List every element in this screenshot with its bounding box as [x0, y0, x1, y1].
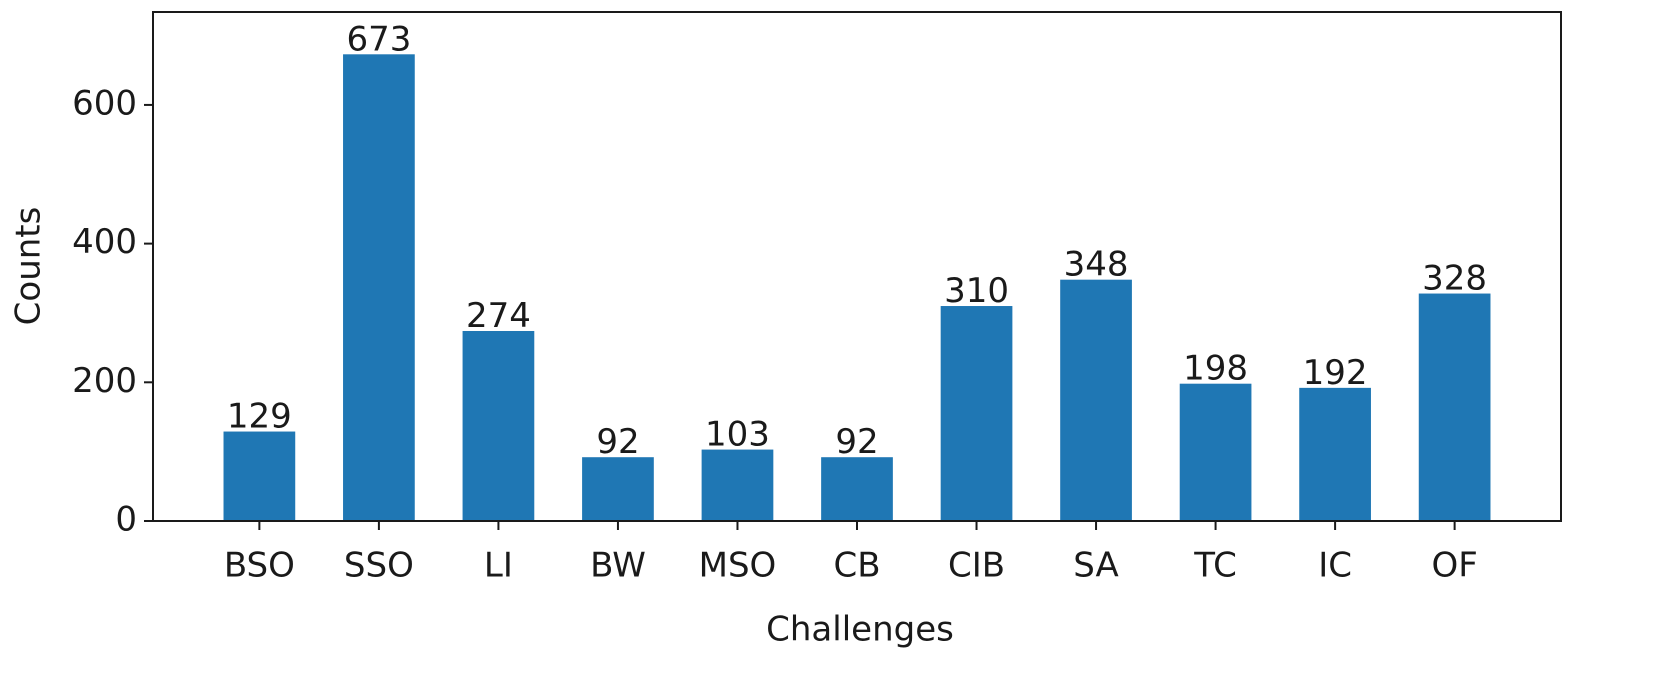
value-label: 192: [1303, 353, 1368, 393]
x-tick-label: TC: [1193, 546, 1237, 586]
x-axis-label: Challenges: [766, 610, 954, 650]
x-tick-label: SSO: [344, 546, 414, 586]
x-tick-label: SA: [1073, 546, 1118, 586]
value-label: 129: [227, 397, 292, 437]
x-tick-label: OF: [1431, 546, 1477, 586]
x-tick-label: BW: [590, 546, 646, 586]
value-label: 92: [835, 422, 878, 462]
value-label: 328: [1422, 259, 1487, 299]
plot-frame: [152, 11, 1562, 522]
value-label: 92: [596, 422, 639, 462]
bar: [1299, 387, 1371, 521]
value-label: 673: [346, 19, 411, 59]
value-label: 310: [944, 271, 1009, 311]
y-tick-label: 0: [115, 500, 137, 540]
x-tick-label: BSO: [224, 546, 295, 586]
bar: [1418, 293, 1491, 521]
bar: [343, 54, 415, 522]
y-tick-label: 200: [72, 361, 137, 401]
bar: [582, 457, 654, 521]
bar: [223, 431, 296, 521]
bar: [940, 306, 1013, 521]
y-tick-label: 600: [72, 83, 137, 123]
x-tick-label: CB: [833, 546, 880, 586]
value-label: 274: [466, 296, 531, 336]
y-axis-label: Counts: [9, 207, 49, 326]
bar: [821, 457, 893, 521]
value-label: 348: [1064, 245, 1129, 285]
value-label: 198: [1183, 349, 1248, 389]
bar: [1179, 383, 1252, 521]
value-label: 103: [705, 415, 770, 455]
bar: [462, 330, 535, 521]
bar: [701, 449, 774, 521]
x-tick-label: CIB: [948, 546, 1005, 586]
x-tick-label: LI: [484, 546, 513, 586]
x-tick-label: MSO: [699, 546, 777, 586]
y-tick-label: 400: [72, 222, 137, 262]
bar: [1060, 279, 1132, 521]
x-tick-label: IC: [1318, 546, 1352, 586]
